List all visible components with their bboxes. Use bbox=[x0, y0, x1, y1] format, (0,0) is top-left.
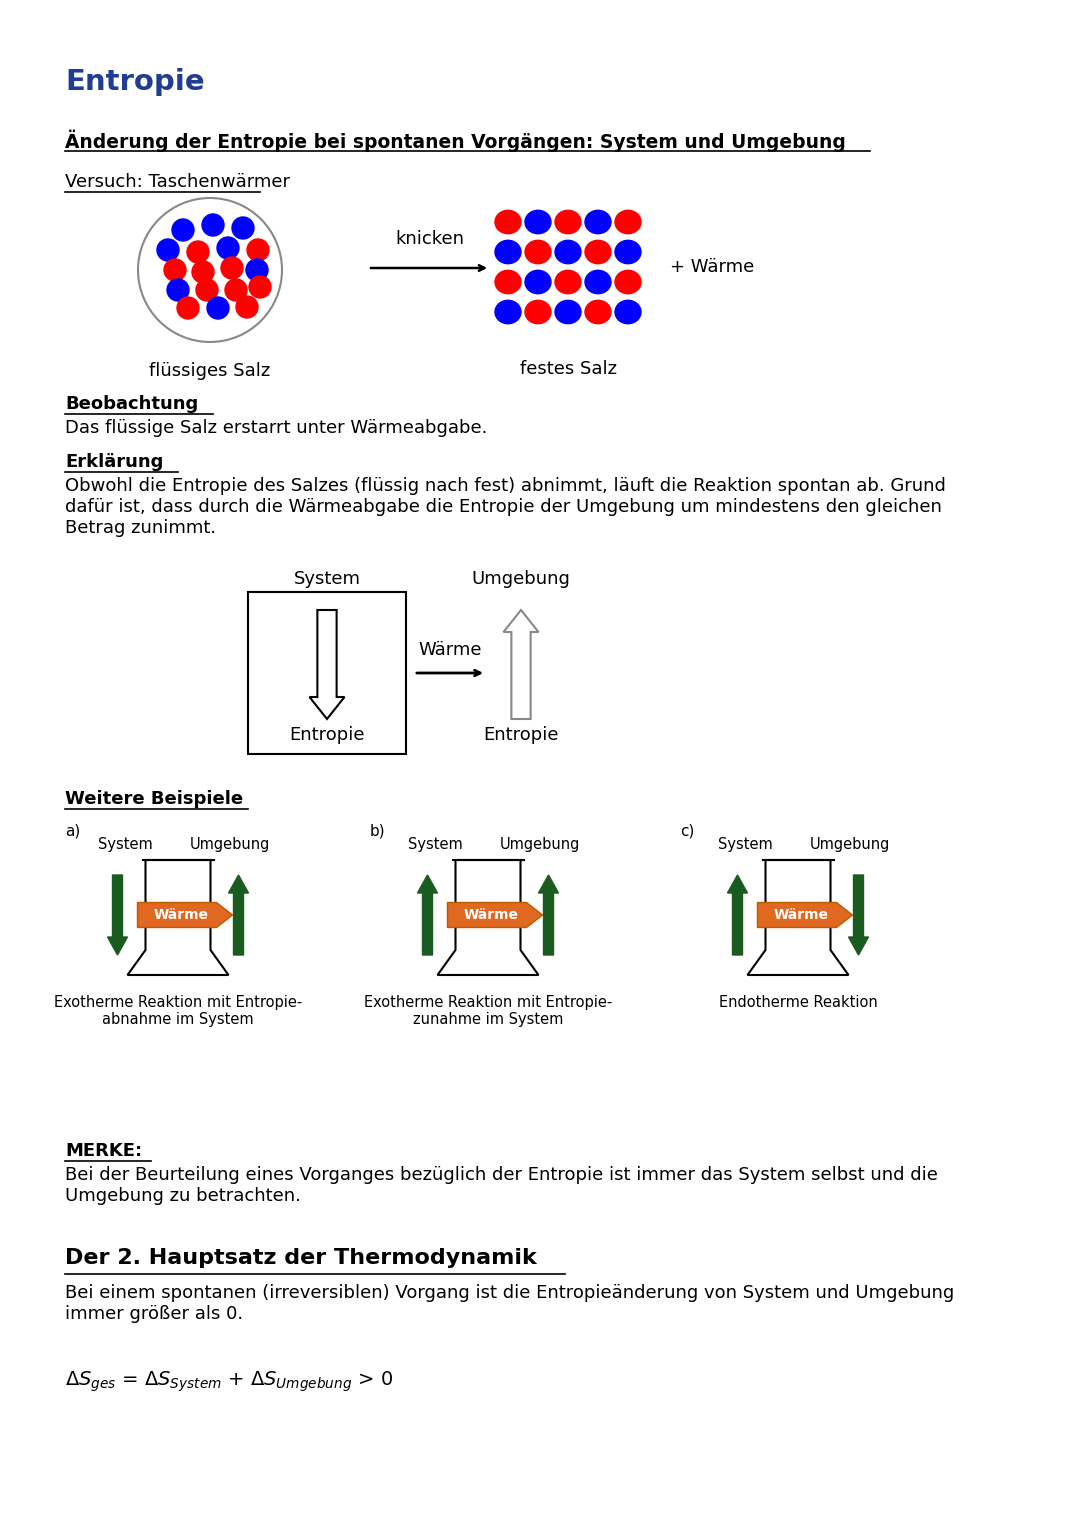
Text: Entropie: Entropie bbox=[289, 725, 365, 744]
Ellipse shape bbox=[555, 211, 581, 234]
Circle shape bbox=[177, 296, 199, 319]
Text: Umgebung: Umgebung bbox=[190, 837, 270, 852]
Polygon shape bbox=[127, 860, 229, 976]
Ellipse shape bbox=[585, 211, 611, 234]
Ellipse shape bbox=[495, 270, 521, 293]
Text: Wärme: Wärme bbox=[463, 909, 518, 922]
Ellipse shape bbox=[585, 301, 611, 324]
Text: Wärme: Wärme bbox=[153, 909, 208, 922]
Ellipse shape bbox=[615, 211, 642, 234]
Polygon shape bbox=[849, 875, 868, 954]
Circle shape bbox=[225, 279, 247, 301]
Text: c): c) bbox=[680, 823, 694, 838]
Polygon shape bbox=[137, 902, 232, 927]
Ellipse shape bbox=[585, 240, 611, 264]
Text: + Wärme: + Wärme bbox=[670, 258, 754, 276]
Text: Endotherme Reaktion: Endotherme Reaktion bbox=[718, 996, 877, 1009]
Circle shape bbox=[202, 214, 224, 237]
Text: Weitere Beispiele: Weitere Beispiele bbox=[65, 789, 243, 808]
Circle shape bbox=[246, 260, 268, 281]
Circle shape bbox=[237, 296, 258, 318]
Ellipse shape bbox=[525, 240, 551, 264]
Circle shape bbox=[192, 261, 214, 282]
Ellipse shape bbox=[615, 301, 642, 324]
Polygon shape bbox=[728, 875, 747, 954]
Circle shape bbox=[167, 279, 189, 301]
Polygon shape bbox=[447, 902, 542, 927]
Polygon shape bbox=[747, 860, 849, 976]
Circle shape bbox=[247, 240, 269, 261]
Circle shape bbox=[187, 241, 210, 263]
Text: Exotherme Reaktion mit Entropie-
zunahme im System: Exotherme Reaktion mit Entropie- zunahme… bbox=[364, 996, 612, 1028]
Polygon shape bbox=[310, 609, 345, 719]
Text: Umgebung: Umgebung bbox=[500, 837, 580, 852]
Circle shape bbox=[172, 218, 194, 241]
Circle shape bbox=[232, 217, 254, 240]
Polygon shape bbox=[418, 875, 437, 954]
Text: Wärme: Wärme bbox=[418, 641, 482, 660]
Ellipse shape bbox=[585, 270, 611, 293]
Polygon shape bbox=[539, 875, 558, 954]
Circle shape bbox=[207, 296, 229, 319]
Ellipse shape bbox=[525, 270, 551, 293]
Bar bbox=[248, 592, 406, 754]
Ellipse shape bbox=[495, 211, 521, 234]
Text: Entropie: Entropie bbox=[483, 725, 558, 744]
Circle shape bbox=[217, 237, 239, 260]
Ellipse shape bbox=[555, 270, 581, 293]
Text: System: System bbox=[97, 837, 152, 852]
Polygon shape bbox=[757, 902, 852, 927]
Polygon shape bbox=[437, 860, 539, 976]
Ellipse shape bbox=[495, 240, 521, 264]
Circle shape bbox=[195, 279, 218, 301]
Text: a): a) bbox=[65, 823, 80, 838]
Text: b): b) bbox=[370, 823, 386, 838]
Polygon shape bbox=[108, 875, 127, 954]
Text: Das flüssige Salz erstarrt unter Wärmeabgabe.: Das flüssige Salz erstarrt unter Wärmeab… bbox=[65, 418, 487, 437]
Ellipse shape bbox=[555, 301, 581, 324]
Circle shape bbox=[164, 260, 186, 281]
Text: Wärme: Wärme bbox=[773, 909, 828, 922]
Text: Bei einem spontanen (irreversiblen) Vorgang ist die Entropieänderung von System : Bei einem spontanen (irreversiblen) Vorg… bbox=[65, 1284, 955, 1322]
Ellipse shape bbox=[555, 240, 581, 264]
Text: System: System bbox=[717, 837, 772, 852]
Polygon shape bbox=[503, 609, 539, 719]
Text: System: System bbox=[407, 837, 462, 852]
Text: Der 2. Hauptsatz der Thermodynamik: Der 2. Hauptsatz der Thermodynamik bbox=[65, 1248, 537, 1267]
Ellipse shape bbox=[525, 211, 551, 234]
Text: Umgebung: Umgebung bbox=[472, 570, 570, 588]
Circle shape bbox=[249, 276, 271, 298]
Text: Entropie: Entropie bbox=[65, 69, 204, 96]
Text: Obwohl die Entropie des Salzes (flüssig nach fest) abnimmt, läuft die Reaktion s: Obwohl die Entropie des Salzes (flüssig … bbox=[65, 476, 946, 536]
Text: Bei der Beurteilung eines Vorganges bezüglich der Entropie ist immer das System : Bei der Beurteilung eines Vorganges bezü… bbox=[65, 1167, 937, 1205]
Text: Erklärung: Erklärung bbox=[65, 454, 163, 470]
Text: festes Salz: festes Salz bbox=[519, 360, 617, 379]
Text: Beobachtung: Beobachtung bbox=[65, 395, 199, 412]
Text: flüssiges Salz: flüssiges Salz bbox=[149, 362, 271, 380]
Ellipse shape bbox=[495, 301, 521, 324]
Text: System: System bbox=[294, 570, 361, 588]
Ellipse shape bbox=[525, 301, 551, 324]
Text: $\Delta S_{ges}$ = $\Delta S_{System}$ + $\Delta S_{Umgebung}$ > 0: $\Delta S_{ges}$ = $\Delta S_{System}$ +… bbox=[65, 1370, 393, 1394]
Text: MERKE:: MERKE: bbox=[65, 1142, 143, 1161]
Ellipse shape bbox=[615, 240, 642, 264]
Ellipse shape bbox=[615, 270, 642, 293]
Text: Versuch: Taschenwärmer: Versuch: Taschenwärmer bbox=[65, 173, 291, 191]
Text: knicken: knicken bbox=[395, 231, 464, 247]
Text: Umgebung: Umgebung bbox=[810, 837, 890, 852]
Circle shape bbox=[157, 240, 179, 261]
Text: Änderung der Entropie bei spontanen Vorgängen: System und Umgebung: Änderung der Entropie bei spontanen Vorg… bbox=[65, 130, 846, 153]
Text: Exotherme Reaktion mit Entropie-
abnahme im System: Exotherme Reaktion mit Entropie- abnahme… bbox=[54, 996, 302, 1028]
Polygon shape bbox=[229, 875, 248, 954]
Circle shape bbox=[221, 257, 243, 279]
